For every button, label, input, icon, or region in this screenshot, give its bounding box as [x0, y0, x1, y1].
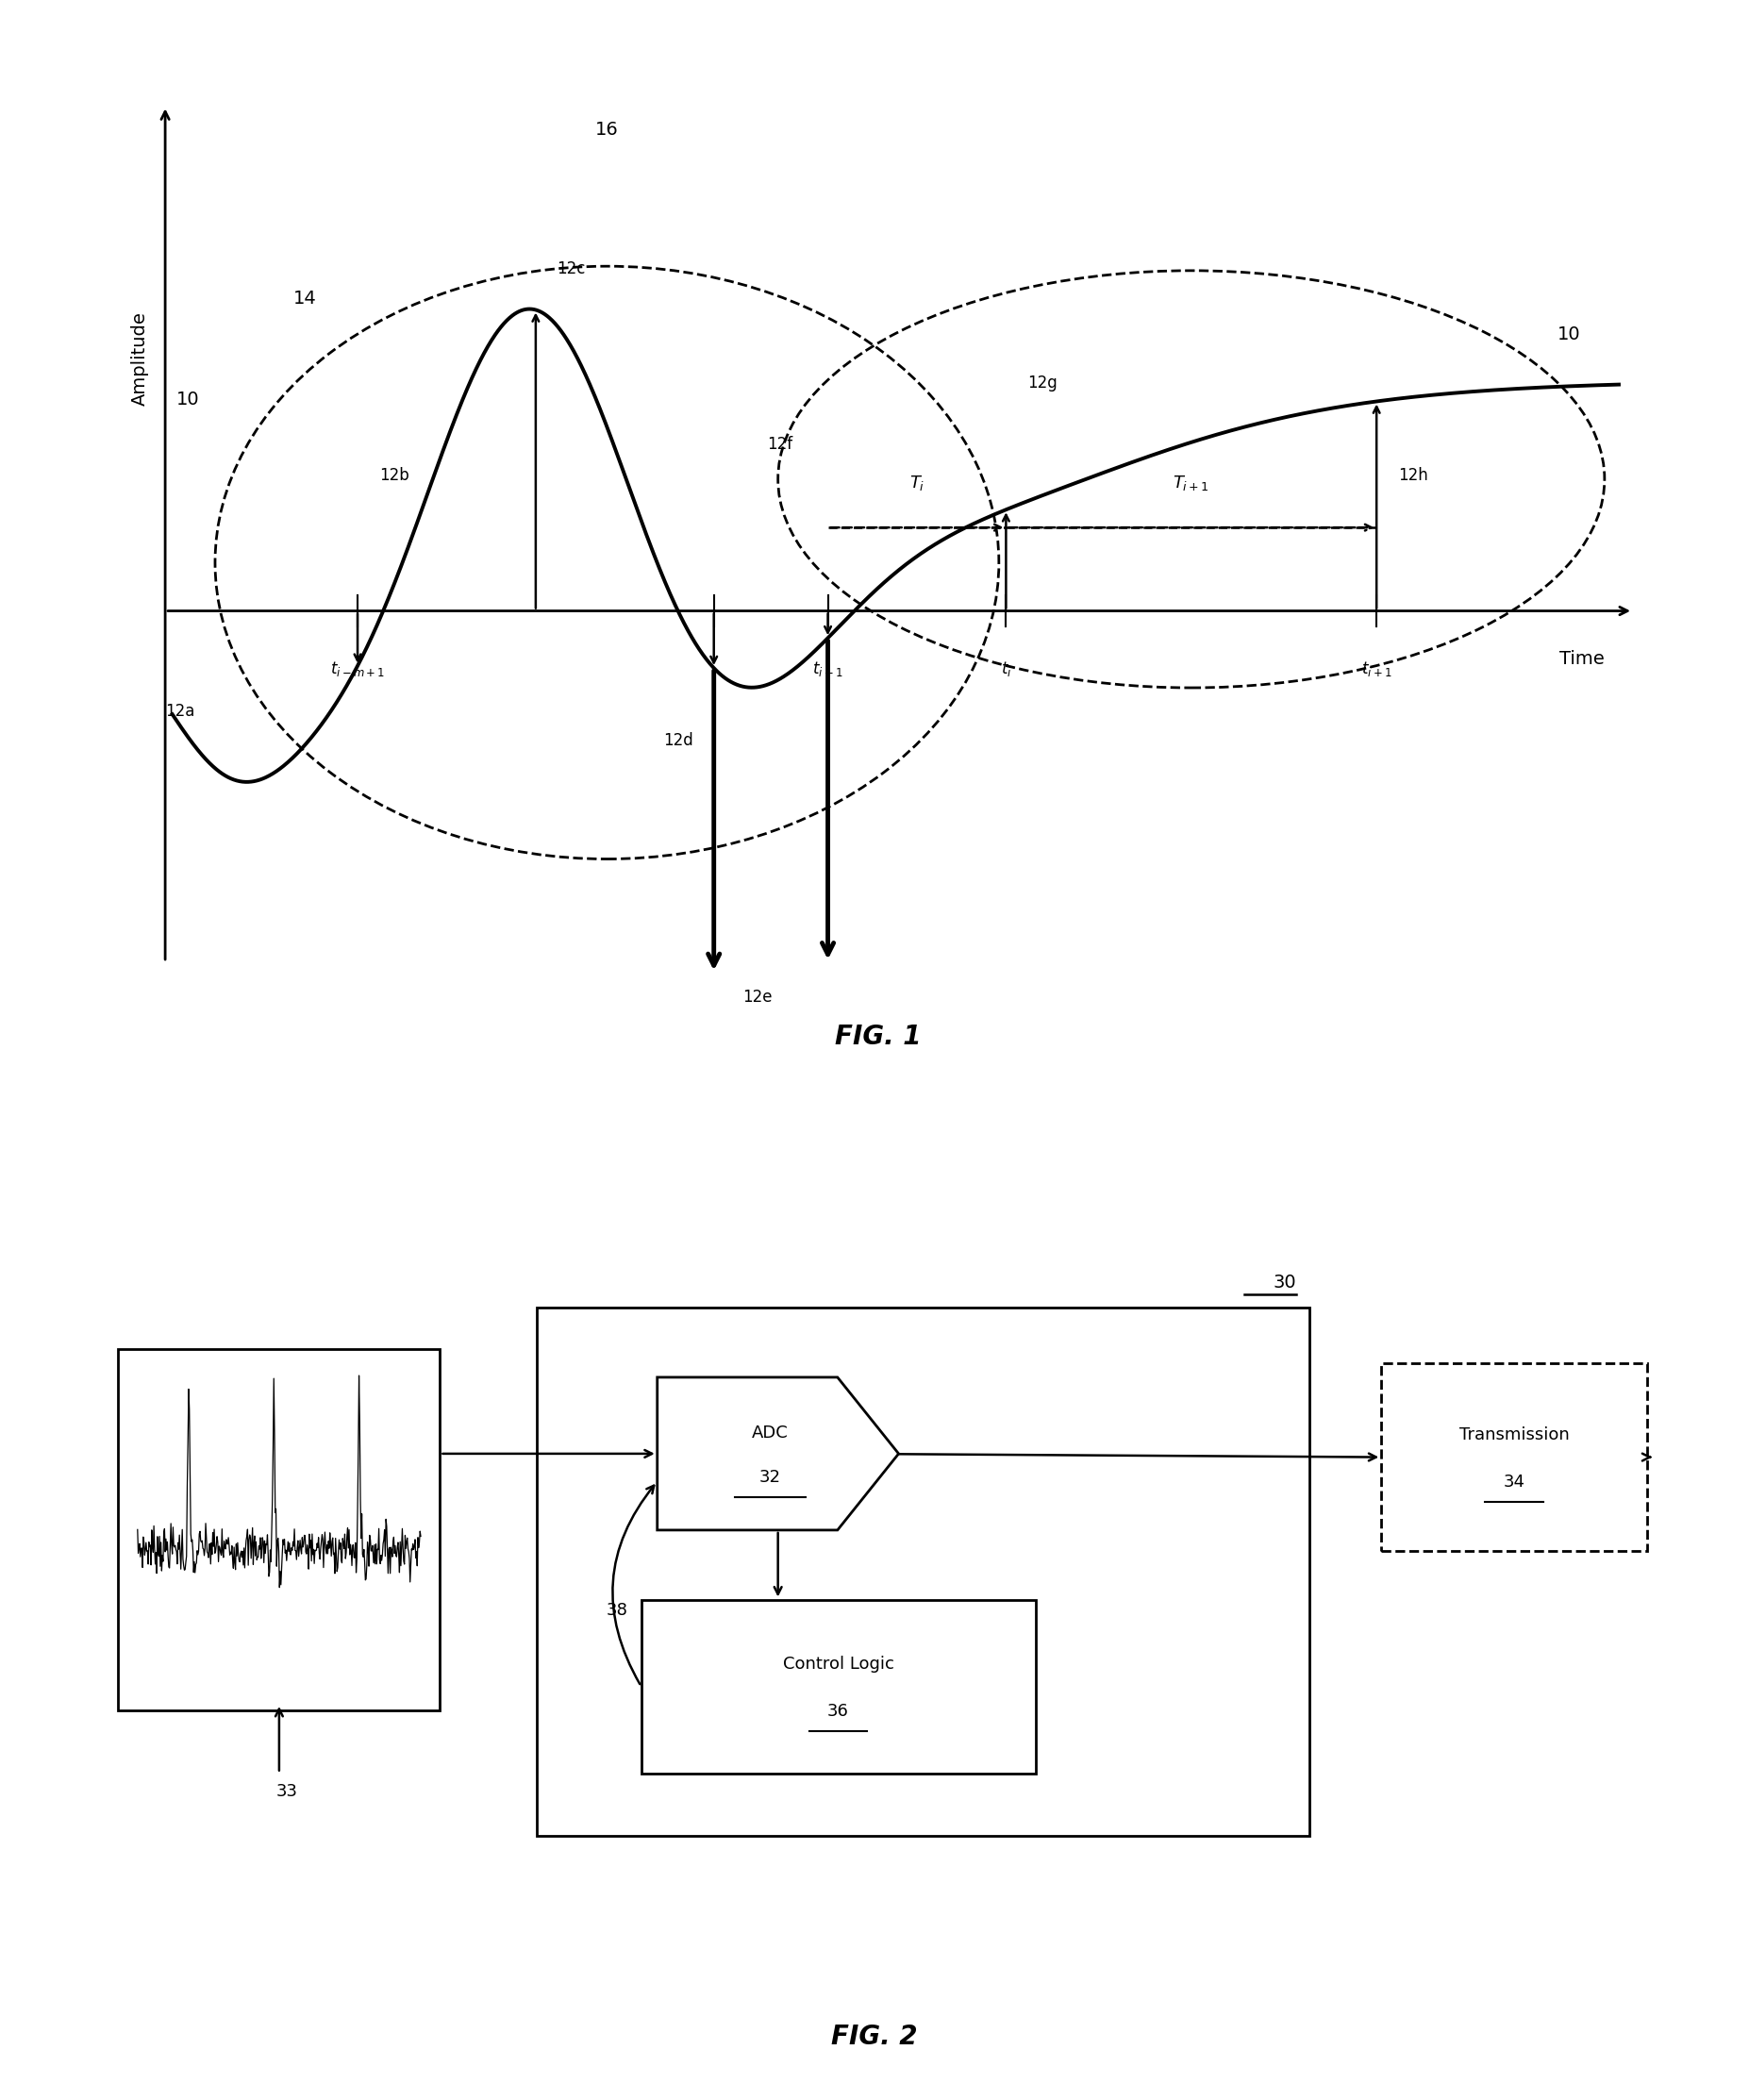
- Text: 33: 33: [276, 1783, 297, 1800]
- Text: Amplitude: Amplitude: [131, 311, 149, 405]
- Text: $T_{i+1}$: $T_{i+1}$: [1174, 475, 1210, 494]
- Text: 12h: 12h: [1397, 466, 1427, 483]
- Text: 32: 32: [759, 1468, 780, 1487]
- Text: 34: 34: [1502, 1474, 1525, 1491]
- Text: 12b: 12b: [380, 466, 409, 483]
- Text: Time: Time: [1560, 651, 1604, 668]
- Text: $t_{i+1}$: $t_{i+1}$: [1361, 659, 1392, 678]
- Text: FIG. 2: FIG. 2: [831, 2022, 918, 2050]
- Polygon shape: [658, 1378, 899, 1531]
- Text: 12e: 12e: [742, 989, 771, 1006]
- Text: Transmission: Transmission: [1459, 1426, 1569, 1443]
- Text: 12d: 12d: [663, 731, 693, 748]
- Text: $t_i$: $t_i$: [1000, 659, 1011, 678]
- Text: 38: 38: [607, 1602, 628, 1619]
- Text: 36: 36: [827, 1703, 848, 1720]
- Text: 12c: 12c: [558, 260, 586, 277]
- Bar: [1382, 1363, 1648, 1552]
- Text: 12f: 12f: [766, 437, 792, 454]
- Text: 30: 30: [1273, 1273, 1296, 1292]
- Text: 12a: 12a: [164, 704, 194, 720]
- Text: 10: 10: [177, 391, 199, 410]
- Text: 16: 16: [595, 122, 619, 139]
- Text: 10: 10: [1557, 326, 1581, 342]
- Text: $t_{i-1}$: $t_{i-1}$: [813, 659, 843, 678]
- Bar: [537, 1308, 1308, 1835]
- Text: $T_i$: $T_i$: [909, 475, 925, 494]
- Text: ADC: ADC: [752, 1424, 789, 1441]
- Text: Control Logic: Control Logic: [784, 1655, 894, 1672]
- Bar: [119, 1350, 441, 1711]
- Text: 12g: 12g: [1027, 374, 1058, 391]
- Text: FIG. 1: FIG. 1: [834, 1023, 922, 1050]
- Text: 14: 14: [294, 290, 317, 309]
- Text: $t_{i-m+1}$: $t_{i-m+1}$: [331, 659, 385, 678]
- Bar: [642, 1600, 1035, 1772]
